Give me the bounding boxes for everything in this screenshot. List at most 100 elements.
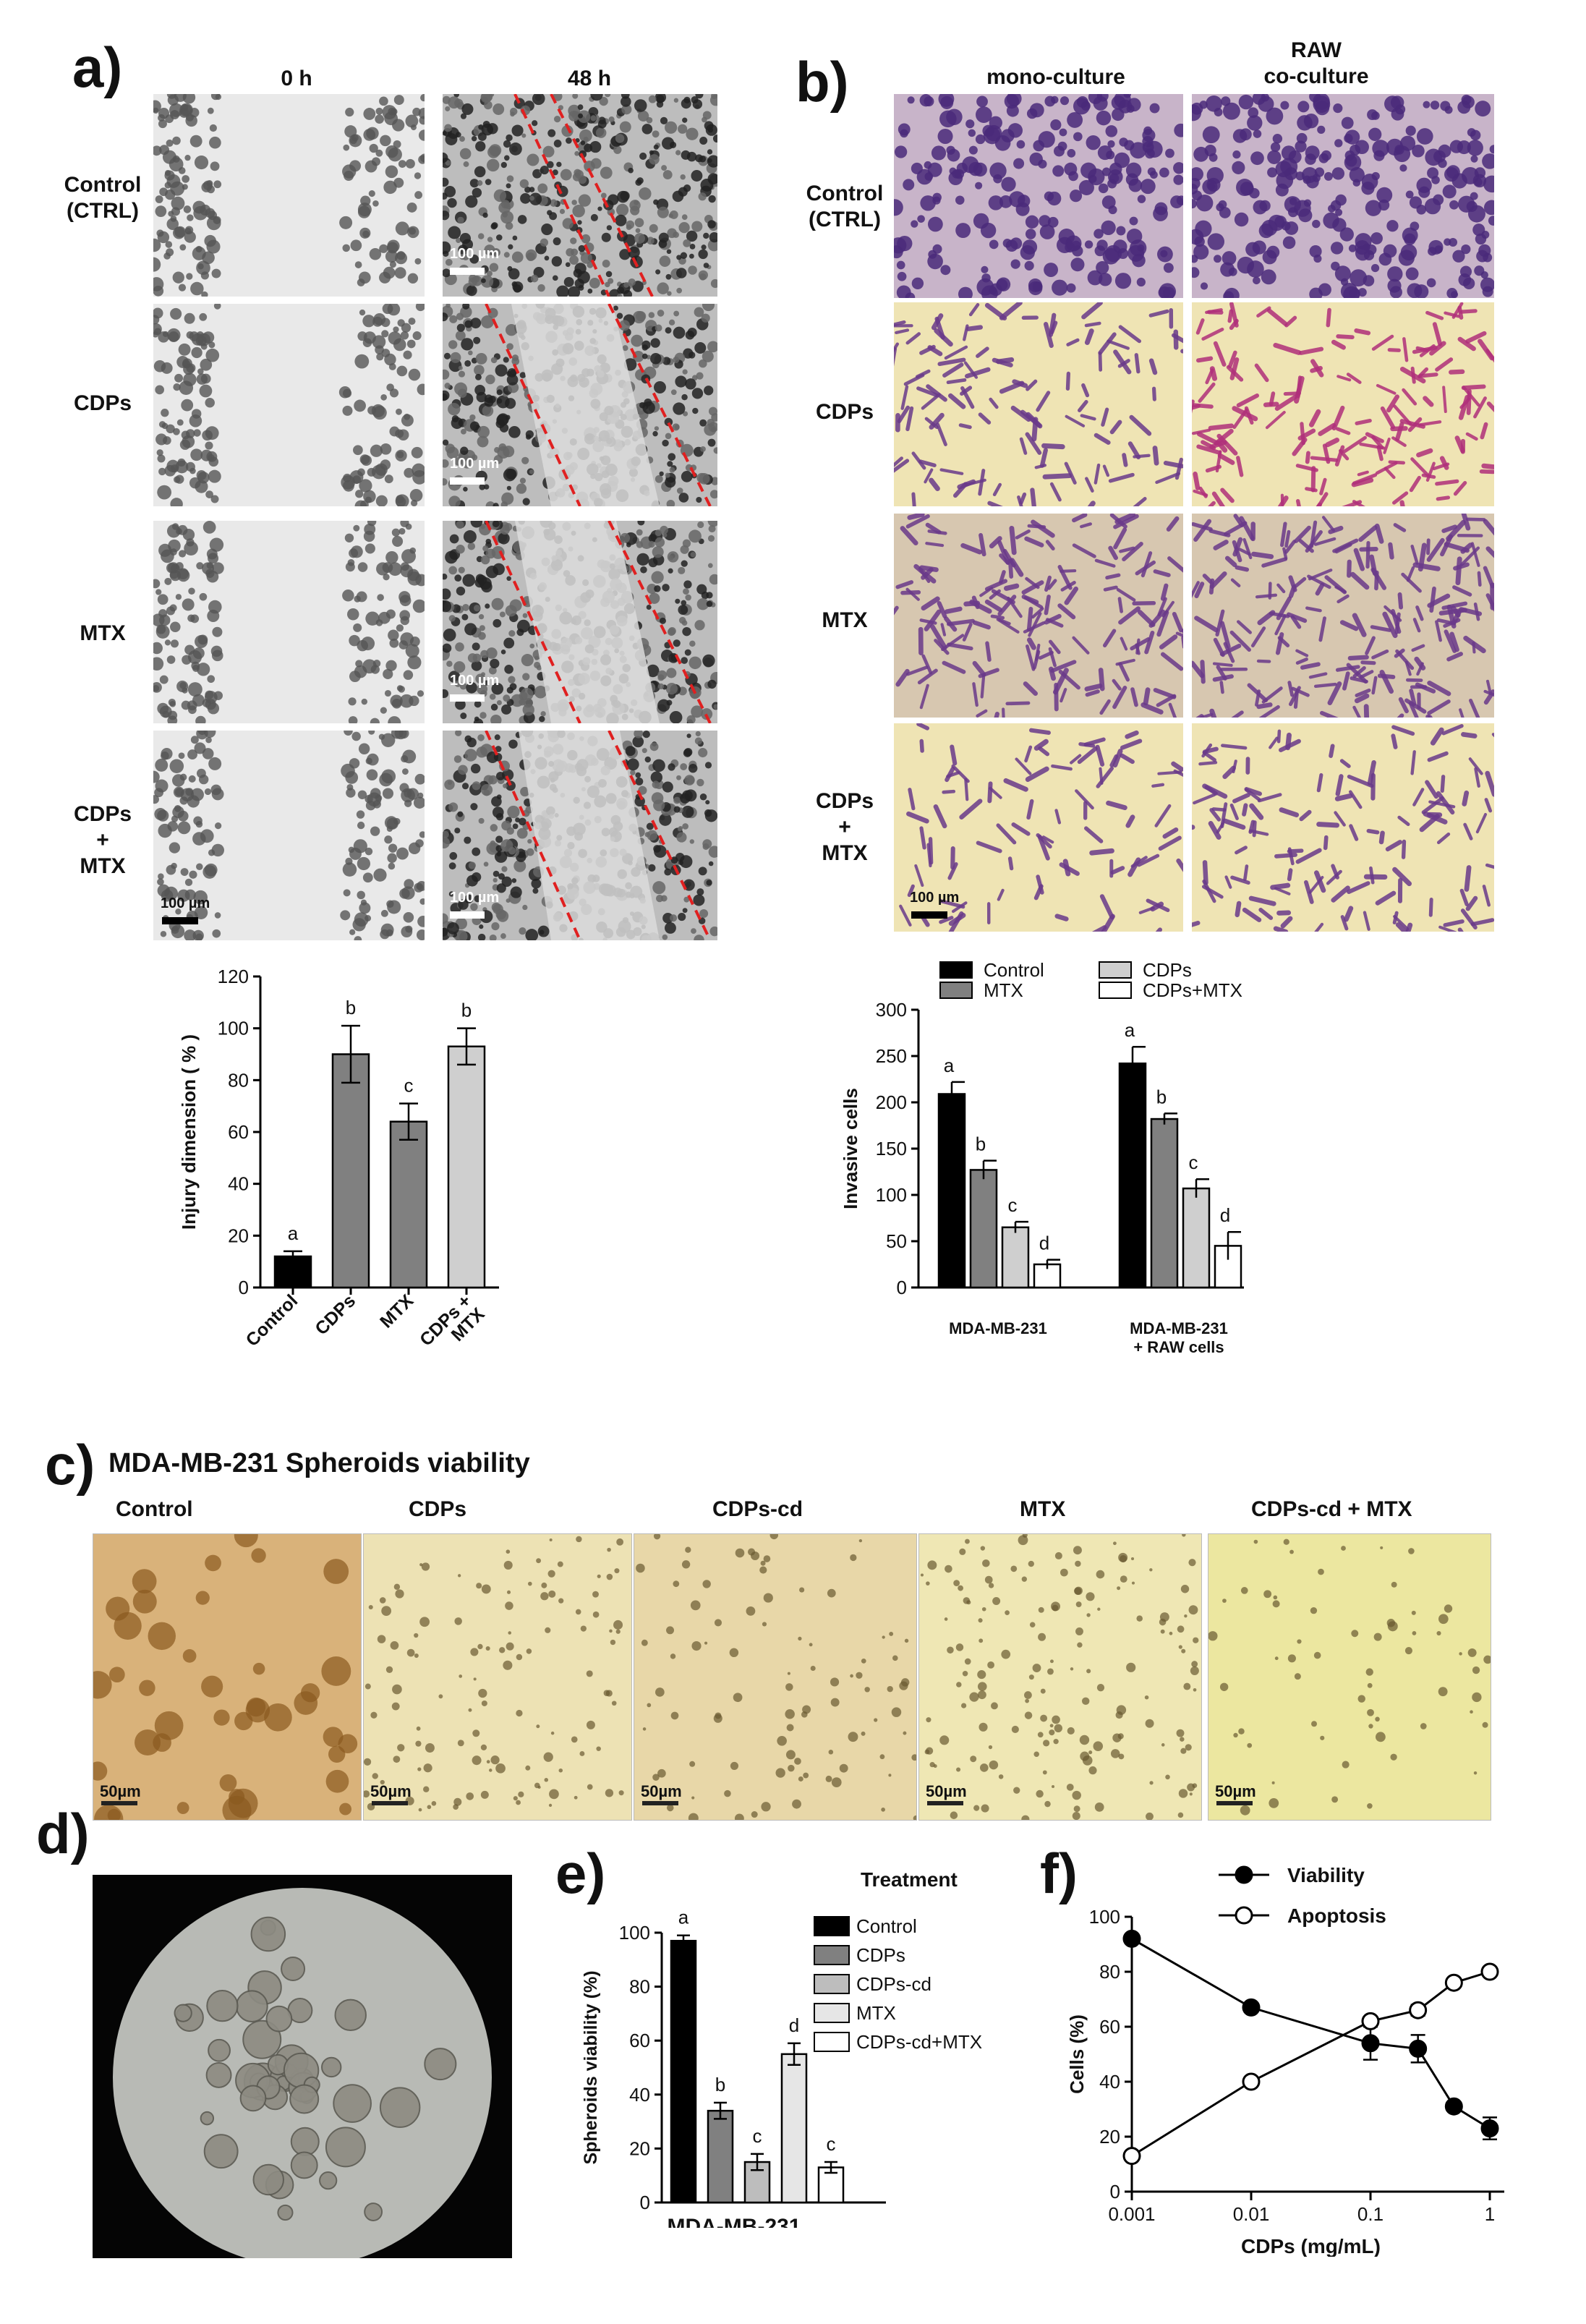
y-tick-label: 80: [228, 1069, 249, 1091]
scale-bar-label: 100 µm: [450, 890, 500, 906]
panel-a-row-label: Control (CTRL): [64, 173, 142, 223]
y-tick-label: 120: [218, 966, 249, 987]
legend-title: Treatment: [861, 1868, 958, 1891]
scale-bar-label: 100 µm: [450, 246, 500, 262]
y-tick-label: 80: [629, 1976, 650, 1998]
spheroid: [205, 2061, 232, 2088]
significance-letter: d: [789, 2014, 799, 2036]
y-axis-label: Invasive cells: [840, 1088, 861, 1209]
spheroid: [321, 2056, 342, 2078]
spheroid: [235, 1990, 268, 2023]
x-tick-label: MTX: [376, 1290, 417, 1332]
panel-c-column-header: Control: [116, 1497, 193, 1521]
micrograph-texture: [153, 521, 425, 723]
data-point: [1444, 1973, 1463, 1992]
svg-text:CDPs: CDPs: [311, 1290, 359, 1339]
panel-a-row-label: CDPs: [73, 391, 132, 415]
spheroid: [252, 2163, 284, 2196]
spheroid-texture: [364, 1536, 624, 1812]
x-tick-label: MDA-MB-231: [1130, 1319, 1228, 1337]
scale-bar-label: 50µm: [926, 1782, 967, 1800]
micrograph-texture: [443, 731, 717, 940]
chart-f-viability-apoptosis: 0 20 40 60 80 100 0.001 0.01 0.1 1 CDPs (mg/mL) Cel…: [1066, 1864, 1504, 2257]
bar: [1033, 1263, 1062, 1289]
legend-swatch: [1099, 961, 1132, 979]
transwell-co-culture: [1192, 302, 1494, 506]
micrograph-0h: [153, 94, 425, 297]
spheroid-texture: [920, 1534, 1199, 1820]
spheroid-brightfield-image: [1208, 1533, 1491, 1821]
data-point: [1361, 2034, 1380, 2053]
spheroid-texture: [1208, 1538, 1491, 1816]
legend-swatch: [814, 1945, 850, 1965]
micrograph-48h: [443, 304, 717, 506]
spheroid: [174, 2004, 192, 2022]
scale-bar: [450, 911, 485, 919]
legend-swatch: [1099, 982, 1132, 999]
y-tick-label: 40: [1099, 2071, 1120, 2093]
scale-bar: [450, 477, 485, 485]
significance-letter: d: [1220, 1204, 1230, 1226]
micrograph-0h: [153, 304, 425, 506]
y-tick-label: 60: [228, 1121, 249, 1143]
panel-a-label: a): [72, 35, 123, 99]
significance-letter: b: [715, 2074, 725, 2095]
spheroid: [250, 1916, 286, 1952]
svg-text:MTX: MTX: [376, 1290, 417, 1332]
significance-letter: c: [753, 2125, 762, 2147]
panel-b-header-mono: mono-culture: [986, 65, 1125, 89]
data-point: [1409, 2039, 1428, 2058]
y-tick-label: 0: [640, 2192, 650, 2213]
y-tick-label: 250: [876, 1045, 907, 1067]
transwell-mono-culture: [894, 723, 1183, 932]
data-point: [1480, 1962, 1499, 1981]
scale-bar-label: 100 µm: [910, 890, 960, 906]
panel-c-column-header: CDPs: [409, 1497, 467, 1521]
panel-c-column-header: CDPs-cd: [712, 1497, 803, 1521]
y-tick-label: 80: [1099, 1961, 1120, 1983]
spheroid-brightfield-image: [363, 1533, 632, 1821]
significance-letter: c: [827, 2133, 836, 2155]
data-point: [1409, 2001, 1428, 2019]
panel-d-label: d): [36, 1802, 90, 1865]
data-point: [1242, 2072, 1261, 2091]
panel-c-column-header: CDPs-cd + MTX: [1251, 1497, 1412, 1521]
y-tick-label: 100: [619, 1922, 650, 1944]
scale-bar-label: 100 µm: [450, 456, 500, 472]
micrograph-texture: [443, 304, 717, 506]
scale-bar: [450, 268, 485, 275]
significance-letter: a: [678, 1907, 689, 1928]
scale-bar: [911, 911, 947, 919]
scale-bar: [450, 694, 485, 702]
micrograph-texture: [443, 94, 717, 297]
data-point: [1444, 2097, 1463, 2116]
data-point: [1122, 1929, 1141, 1948]
panel-e-label: e): [555, 1842, 606, 1905]
legend-label: Apoptosis: [1287, 1904, 1386, 1927]
significance-letter: c: [404, 1075, 414, 1097]
legend-marker: [1235, 1865, 1253, 1884]
y-tick-label: 40: [629, 2084, 650, 2106]
y-tick-label: 50: [886, 1230, 907, 1252]
spheroid-brightfield-image: [634, 1533, 917, 1821]
y-tick-label: 60: [629, 2030, 650, 2051]
spheroid: [239, 2085, 267, 2112]
spheroid: [290, 2127, 320, 2156]
transwell-texture: [894, 94, 1183, 298]
panel-a-header-48h: 48 h: [567, 67, 612, 90]
chart-e-spheroid-viability: 0 20 40 60 80 100 Spheroids viability (%) MDA-M…: [581, 1868, 982, 2228]
transwell-mono-culture: [894, 94, 1183, 298]
y-tick-label: 40: [228, 1173, 249, 1195]
transwell-mono-culture: [894, 302, 1183, 506]
y-tick-label: 0: [897, 1277, 907, 1298]
significance-letter: d: [1039, 1233, 1049, 1254]
y-tick-label: 0: [1110, 2181, 1120, 2202]
x-tick-label: + RAW cells: [1133, 1338, 1224, 1356]
significance-letter: a: [944, 1055, 955, 1076]
bar: [780, 2053, 808, 2204]
panel-a-header-0h: 0 h: [281, 67, 312, 90]
legend-label: MTX: [984, 979, 1023, 1001]
spheroid: [206, 1989, 239, 2022]
y-tick-label: 100: [1089, 1906, 1120, 1928]
